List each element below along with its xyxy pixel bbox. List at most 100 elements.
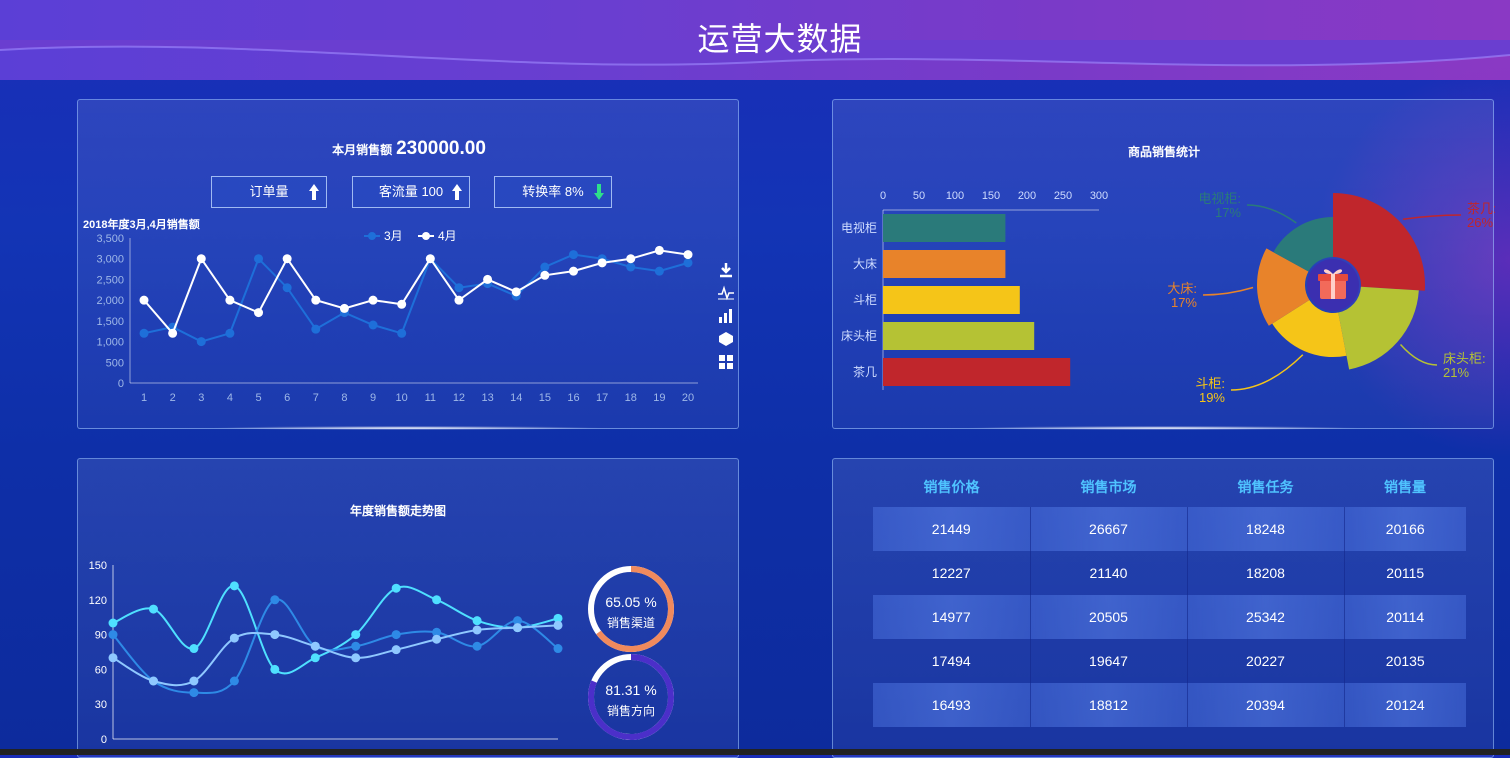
bar	[883, 322, 1035, 350]
x-tick-label: 15	[539, 392, 551, 404]
x-tick-label: 5	[255, 392, 261, 404]
data-point	[683, 258, 693, 268]
x-tick-label: 300	[1090, 190, 1108, 202]
legend-label: 3月	[384, 229, 403, 243]
y-tick-label: 90	[95, 630, 107, 642]
data-point	[626, 262, 636, 272]
kpi-conversion-label: 转换率 8%	[522, 184, 584, 199]
gift-icon	[1318, 269, 1348, 299]
gift-ribbon	[1331, 274, 1335, 299]
gauge-value: 65.05 %	[605, 594, 656, 610]
product-rose-pie-chart: 茶几:26%床头柜:21%斗柜:19%大床:17%电视柜:17%	[1167, 191, 1495, 405]
slice-percent: 26%	[1467, 215, 1493, 230]
data-point	[108, 618, 118, 628]
data-point	[310, 653, 320, 663]
panel-glow	[965, 426, 1361, 430]
line-chart-icon[interactable]	[718, 285, 734, 301]
x-tick-label: 6	[284, 392, 290, 404]
x-tick-label: 1	[141, 392, 147, 404]
table-cell: 21449	[873, 507, 1031, 551]
data-point	[553, 613, 563, 623]
data-point	[597, 258, 607, 268]
kpi-orders[interactable]: 订单量	[211, 176, 327, 208]
table-row[interactable]: 21449 26667 18248 20166	[873, 507, 1466, 551]
data-point	[483, 274, 493, 284]
bar	[883, 214, 1006, 242]
table-cell: 21140	[1030, 551, 1188, 595]
data-point	[511, 287, 521, 297]
monthly-sales-panel: 本月销售额 230000.00 订单量 客流量 100 转换率 8% 2018年度…	[77, 99, 739, 430]
up-arrow-icon	[452, 184, 462, 200]
kpi-traffic[interactable]: 客流量 100	[352, 176, 470, 208]
data-point	[391, 645, 401, 655]
data-point	[254, 254, 264, 264]
data-point	[553, 620, 563, 630]
x-tick-label: 150	[982, 190, 1000, 202]
kpi-orders-label: 订单量	[249, 184, 289, 199]
slice-percent: 17%	[1215, 205, 1241, 220]
pie-slice	[1333, 193, 1425, 291]
x-tick-label: 11	[425, 392, 436, 404]
panel-glow	[210, 426, 606, 430]
x-tick-label: 20	[682, 392, 694, 404]
data-point	[196, 254, 206, 264]
slice-percent: 21%	[1443, 365, 1469, 380]
legend-marker	[368, 232, 376, 240]
data-point	[472, 641, 482, 651]
data-point	[282, 283, 292, 293]
data-point	[351, 653, 361, 663]
data-point	[397, 328, 407, 338]
table-cell: 20505	[1030, 595, 1188, 639]
pie-slice	[1338, 286, 1419, 370]
table-cell: 25342	[1187, 595, 1345, 639]
bar-chart-icon[interactable]	[718, 308, 734, 324]
table-row[interactable]: 17494 19647 20227 20135	[873, 639, 1466, 683]
legend-marker	[422, 232, 430, 240]
data-point	[391, 583, 401, 593]
data-point	[254, 308, 264, 318]
slice-percent: 19%	[1199, 390, 1225, 405]
tiled-icon[interactable]	[718, 354, 734, 370]
table-cell: 20394	[1187, 683, 1345, 727]
data-point	[108, 653, 118, 663]
category-label: 斗柜	[853, 293, 877, 307]
table-row[interactable]: 14977 20505 25342 20114	[873, 595, 1466, 639]
category-label: 电视柜	[841, 220, 877, 235]
series-line	[143, 253, 689, 343]
table-row[interactable]: 12227 21140 18208 20115	[873, 551, 1466, 595]
x-tick-label: 19	[653, 392, 665, 404]
data-point	[472, 625, 482, 635]
slice-label: 斗柜:	[1195, 376, 1225, 391]
table-cell: 14977	[873, 595, 1031, 639]
data-point	[425, 254, 435, 264]
data-point	[454, 295, 464, 305]
table-cell: 20227	[1187, 639, 1345, 683]
data-point	[568, 250, 578, 260]
x-tick-label: 16	[567, 392, 579, 404]
data-point	[168, 328, 178, 338]
slice-label: 电视柜:	[1198, 191, 1241, 206]
x-tick-label: 50	[913, 190, 925, 202]
download-icon[interactable]	[718, 262, 734, 278]
gauge-label: 销售方向	[607, 703, 655, 718]
series-line	[112, 624, 559, 687]
y-tick-label: 1,000	[96, 337, 124, 349]
table-cell: 17494	[873, 639, 1031, 683]
stack-icon[interactable]	[718, 331, 734, 347]
y-tick-label: 0	[118, 378, 124, 390]
chart-toolbox	[718, 262, 734, 377]
table-cell: 18248	[1187, 507, 1345, 551]
table-cell: 20166	[1344, 507, 1466, 551]
kpi-conversion[interactable]: 转换率 8%	[494, 176, 612, 208]
chart-title: 2018年度3月,4月销售额	[83, 217, 200, 231]
y-tick-label: 0	[101, 734, 107, 746]
y-tick-label: 3,500	[96, 233, 124, 245]
y-tick-label: 150	[89, 560, 107, 572]
x-tick-label: 2	[170, 392, 176, 404]
data-point	[351, 630, 361, 640]
header-wave	[0, 40, 1510, 67]
table-header-cell: 销售价格	[923, 479, 980, 495]
table-row[interactable]: 16493 18812 20394 20124	[873, 683, 1466, 727]
slice-percent: 17%	[1171, 295, 1197, 310]
data-point	[139, 328, 149, 338]
